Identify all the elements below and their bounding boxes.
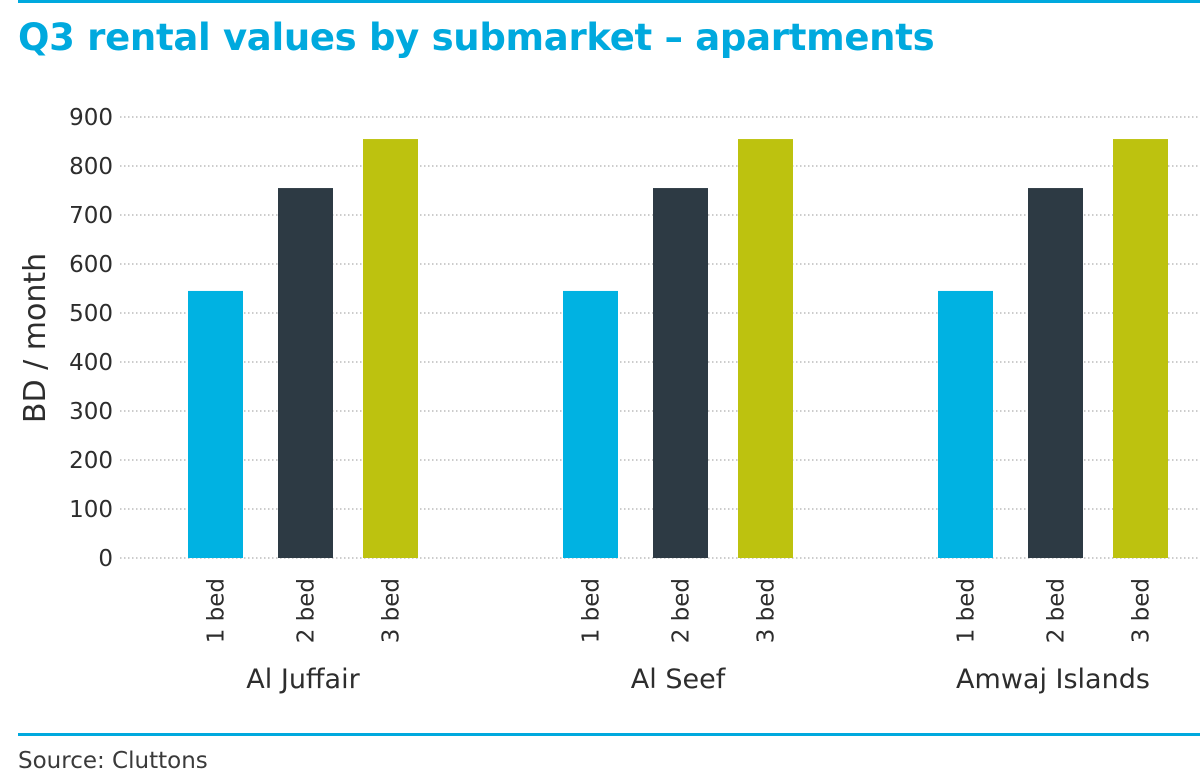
bar-1-bed-amwaj-islands <box>938 290 993 558</box>
bar-3-bed-al-seef <box>738 139 793 559</box>
bar-category-label: 2 bed <box>294 578 320 643</box>
y-tick-label: 0 <box>98 546 113 572</box>
source-note: Source: Cluttons <box>18 748 208 774</box>
group-label: Amwaj Islands <box>956 664 1150 695</box>
bar-1-bed-al-seef <box>563 290 618 558</box>
y-tick-label: 900 <box>69 105 113 131</box>
y-tick-label: 700 <box>69 203 113 229</box>
bar-category-label: 1 bed <box>204 578 230 643</box>
bar-3-bed-al-juffair <box>363 139 418 559</box>
bar-category-label: 3 bed <box>754 578 780 643</box>
bar-category-label: 2 bed <box>669 578 695 643</box>
bar-category-label: 1 bed <box>579 578 605 643</box>
y-axis-label: BD / month <box>18 253 53 423</box>
group-label: Al Juffair <box>246 664 360 695</box>
bar-2-bed-al-seef <box>653 188 708 559</box>
y-tick-label: 400 <box>69 350 113 376</box>
bar-category-label: 1 bed <box>954 578 980 643</box>
bar-category-label: 3 bed <box>1129 578 1155 643</box>
top-rule <box>18 0 1200 3</box>
y-tick-label: 500 <box>69 301 113 327</box>
bar-2-bed-amwaj-islands <box>1028 188 1083 559</box>
bottom-rule <box>18 733 1200 736</box>
bar-category-label: 3 bed <box>379 578 405 643</box>
y-tick-label: 800 <box>69 154 113 180</box>
bar-2-bed-al-juffair <box>278 188 333 559</box>
bar-category-label: 2 bed <box>1044 578 1070 643</box>
y-tick-label: 600 <box>69 252 113 278</box>
y-tick-label: 100 <box>69 497 113 523</box>
bar-1-bed-al-juffair <box>188 290 243 558</box>
bar-chart: 0 100 200 300 400 500 600 700 800 900 BD / month 1 … <box>18 105 1200 695</box>
y-tick-label: 300 <box>69 399 113 425</box>
chart-title: Q3 rental values by submarket – apartmen… <box>18 16 935 59</box>
y-tick-label: 200 <box>69 448 113 474</box>
bar-3-bed-amwaj-islands <box>1113 139 1168 559</box>
group-label: Al Seef <box>631 664 727 695</box>
